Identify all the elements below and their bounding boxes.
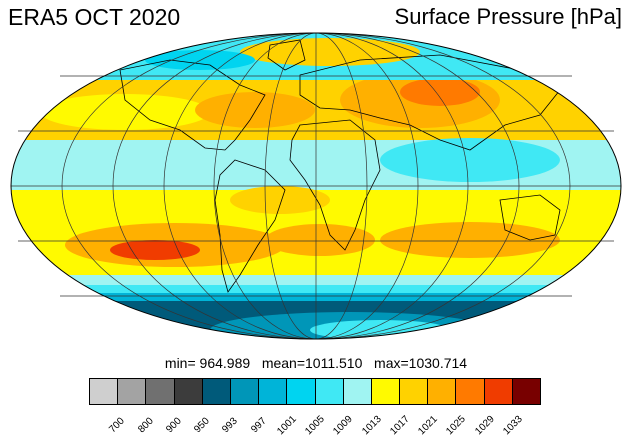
colorbar-box [371,379,401,404]
colorbar-tick-label: 993 [220,415,241,436]
indian-ocean-high [380,222,560,258]
colorbar-tick-label: 1021 [416,413,440,438]
colorbar-box [343,379,372,404]
south-atlantic-high [265,224,375,256]
colorbar-box [287,379,316,404]
colorbar-box [456,379,485,404]
min-value: 964.989 [199,355,251,371]
greenland-coast [267,39,306,71]
colorbar-tick-label: 950 [192,415,212,436]
colorbar-tick-label: 1025 [444,413,469,438]
colorbar-tick-label: 1001 [274,413,299,438]
colorbar-tick-label: 1009 [331,413,356,438]
mean-value: 1011.510 [305,355,363,371]
north-atlantic-high [40,94,210,130]
max-label: max= [374,355,409,371]
colorbar [89,378,541,405]
australia-coast [499,194,561,241]
max-value: 1030.714 [408,355,468,371]
north-low-1 [145,50,255,70]
colorbar-tick-label: 800 [135,415,156,436]
colorbar-box [174,379,203,404]
min-label: min= [164,355,196,371]
atlantic-ridge [230,186,330,214]
colorbar-tick-label: 900 [163,415,184,436]
colorbar-tick-label: 1033 [500,413,525,438]
colorbar-tick-label: 1005 [303,413,327,438]
colorbar-box [512,379,540,404]
north-america-coast [119,59,266,151]
colorbar-box [202,379,231,404]
eurasia-coast [299,54,561,151]
colorbar-tick-label: 700 [107,415,128,436]
north-pacific-high [195,92,315,128]
south-america-coast [214,159,286,293]
colorbar-box [315,379,344,404]
colorbar-tick-label: 1017 [387,413,412,438]
colorbar-box [259,379,288,404]
siberian-high-core [400,78,480,106]
stats-line: min= 964.989 mean=1011.510 max=1030.714 [0,355,632,371]
colorbar-tick-label: 997 [248,415,269,436]
colorbar-box [146,379,175,404]
asian-low [380,138,560,182]
colorbar-box [428,379,457,404]
colorbar-box [230,379,260,404]
colorbar-tick-label: 1013 [359,413,384,438]
colorbar-box [118,379,147,404]
colorbar-box [484,379,513,404]
variable-title: Surface Pressure [hPa] [394,4,622,29]
coastlines [119,39,561,293]
colorbar-box [90,379,119,404]
globe-outline [10,32,622,340]
colorbar-tick-label: 1029 [472,413,497,438]
colorbar-box [400,379,429,404]
mean-label: mean= [261,355,306,371]
south-pacific-high-core [110,240,200,260]
map-title: ERA5 OCT 2020 [8,4,181,30]
africa-coast [289,119,381,251]
pressure-map [10,32,622,340]
